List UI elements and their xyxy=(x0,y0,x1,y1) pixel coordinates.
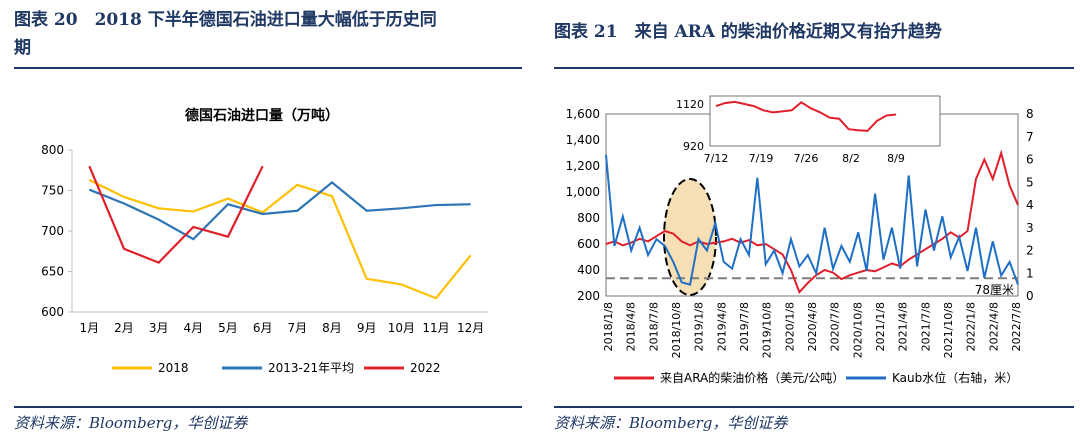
inset-series-line xyxy=(715,100,897,132)
x-tick-label: 12月 xyxy=(457,321,484,335)
left-y-tick-label: 200 xyxy=(577,289,600,303)
x-tick-label: 2019/7/8 xyxy=(738,302,751,351)
legend-label: 来自ARA的柴油价格（美元/公吨） xyxy=(660,370,844,385)
x-tick-label: 6月 xyxy=(253,321,273,335)
title-divider xyxy=(14,67,522,69)
figure-20-source: 资料来源：Bloomberg，华创证券 xyxy=(14,414,248,432)
figure-21-title: 图表 21 来自 ARA 的柴油价格近期又有抬升趋势 xyxy=(554,22,942,42)
left-y-tick-label: 1,000 xyxy=(566,185,600,199)
series-line-0 xyxy=(605,149,1019,294)
y-tick-label: 800 xyxy=(41,143,64,157)
inset-y-tick-label: 920 xyxy=(683,140,704,153)
x-tick-label: 11月 xyxy=(422,321,449,335)
source-divider xyxy=(554,406,1074,408)
reference-line-label: 78厘米 xyxy=(975,283,1014,297)
x-tick-label: 2018/1/8 xyxy=(602,302,615,351)
legend-label: 2018 xyxy=(158,361,189,375)
left-y-tick-label: 1,400 xyxy=(566,133,600,147)
x-tick-label: 8月 xyxy=(322,321,342,335)
germany-oil-import-chart: 德国石油进口量（万吨） 600 650 700 750 800 1月 2月 3月 4月 5月 6月 7月… xyxy=(41,107,488,375)
series-line-2 xyxy=(88,165,264,264)
x-tick-label: 2020/1/8 xyxy=(783,302,796,351)
legend-label: 2022 xyxy=(410,361,441,375)
left-y-tick-label: 1,600 xyxy=(566,107,600,121)
right-y-tick-label: 2 xyxy=(1026,244,1034,258)
x-tick-label: 2018/4/8 xyxy=(625,302,638,351)
x-tick-label: 2021/1/8 xyxy=(874,302,887,351)
inset-y-tick-label: 1120 xyxy=(676,98,704,111)
left-y-tick-label: 1,200 xyxy=(566,159,600,173)
chart-title: 德国石油进口量（万吨） xyxy=(185,107,339,124)
x-tick-label: 1月 xyxy=(80,321,100,335)
right-y-tick-label: 8 xyxy=(1026,107,1034,121)
inset-x-tick-label: 8/9 xyxy=(887,152,905,165)
right-y-tick-label: 0 xyxy=(1026,289,1034,303)
left-y-tick-label: 600 xyxy=(577,237,600,251)
legend-label: 2013-21年平均 xyxy=(268,361,354,375)
x-tick-label: 2022/4/8 xyxy=(987,302,1000,351)
left-y-tick-label: 400 xyxy=(577,263,600,277)
right-y-tick-label: 7 xyxy=(1026,130,1034,144)
inset-x-tick-label: 7/26 xyxy=(794,152,819,165)
inset-x-tick-label: 7/19 xyxy=(749,152,774,165)
inset-x-tick-label: 8/2 xyxy=(842,152,860,165)
x-tick-label: 2018/10/8 xyxy=(670,302,683,358)
x-tick-label: 2020/10/8 xyxy=(851,302,864,358)
series-line-1 xyxy=(605,154,1019,286)
left-figure: 图表 20 2018 下半年德国石油进口量大幅低于历史同期 德国石油进口量（万吨… xyxy=(0,0,524,448)
y-tick-label: 600 xyxy=(41,305,64,319)
right-figure: 图表 21 来自 ARA 的柴油价格近期又有抬升趋势 200 400 600 800 1… xyxy=(550,0,1080,448)
figure-20-title: 图表 20 2018 下半年德国石油进口量大幅低于历史同期 xyxy=(14,10,437,58)
right-y-tick-label: 5 xyxy=(1026,175,1034,189)
x-tick-label: 2021/4/8 xyxy=(897,302,910,351)
series-line-1 xyxy=(88,180,471,241)
y-tick-label: 700 xyxy=(41,224,64,238)
x-tick-label: 2019/4/8 xyxy=(715,302,728,351)
right-y-tick-label: 4 xyxy=(1026,198,1034,212)
x-tick-label: 10月 xyxy=(388,321,415,335)
source-divider xyxy=(14,406,522,408)
right-y-tick-label: 6 xyxy=(1026,153,1034,167)
series-line-0 xyxy=(88,178,472,300)
x-tick-label: 2018/7/8 xyxy=(647,302,660,351)
x-tick-label: 2月 xyxy=(114,321,134,335)
legend-label: Kaub水位（右轴，米） xyxy=(892,370,1018,385)
right-y-tick-label: 1 xyxy=(1026,266,1034,280)
x-tick-label: 2019/1/8 xyxy=(693,302,706,351)
x-tick-label: 4月 xyxy=(184,321,204,335)
title-divider xyxy=(554,67,1074,69)
x-tick-label: 2020/7/8 xyxy=(829,302,842,351)
y-tick-label: 650 xyxy=(41,265,64,279)
ara-diesel-price-chart: 200 400 600 800 1,000 1,200 1,400 1,600 0 1 2 3 4 5 6 7… xyxy=(566,95,1034,385)
x-tick-label: 7月 xyxy=(288,321,308,335)
x-tick-label: 2022/7/8 xyxy=(1010,302,1023,351)
x-tick-label: 2019/10/8 xyxy=(761,302,774,358)
x-tick-label: 5月 xyxy=(218,321,238,335)
inset-x-tick-label: 7/12 xyxy=(704,152,729,165)
x-tick-label: 2020/4/8 xyxy=(806,302,819,351)
x-tick-label: 2022/1/8 xyxy=(965,302,978,351)
x-tick-label: 9月 xyxy=(357,321,377,335)
highlight-ellipse xyxy=(663,178,717,296)
y-tick-label: 750 xyxy=(41,184,64,198)
x-tick-label: 2021/7/8 xyxy=(919,302,932,351)
figure-21-source: 资料来源：Bloomberg，华创证券 xyxy=(554,414,788,432)
left-y-tick-label: 800 xyxy=(577,211,600,225)
x-tick-label: 3月 xyxy=(149,321,169,335)
x-tick-label: 2021/10/8 xyxy=(942,302,955,358)
right-y-tick-label: 3 xyxy=(1026,221,1034,235)
